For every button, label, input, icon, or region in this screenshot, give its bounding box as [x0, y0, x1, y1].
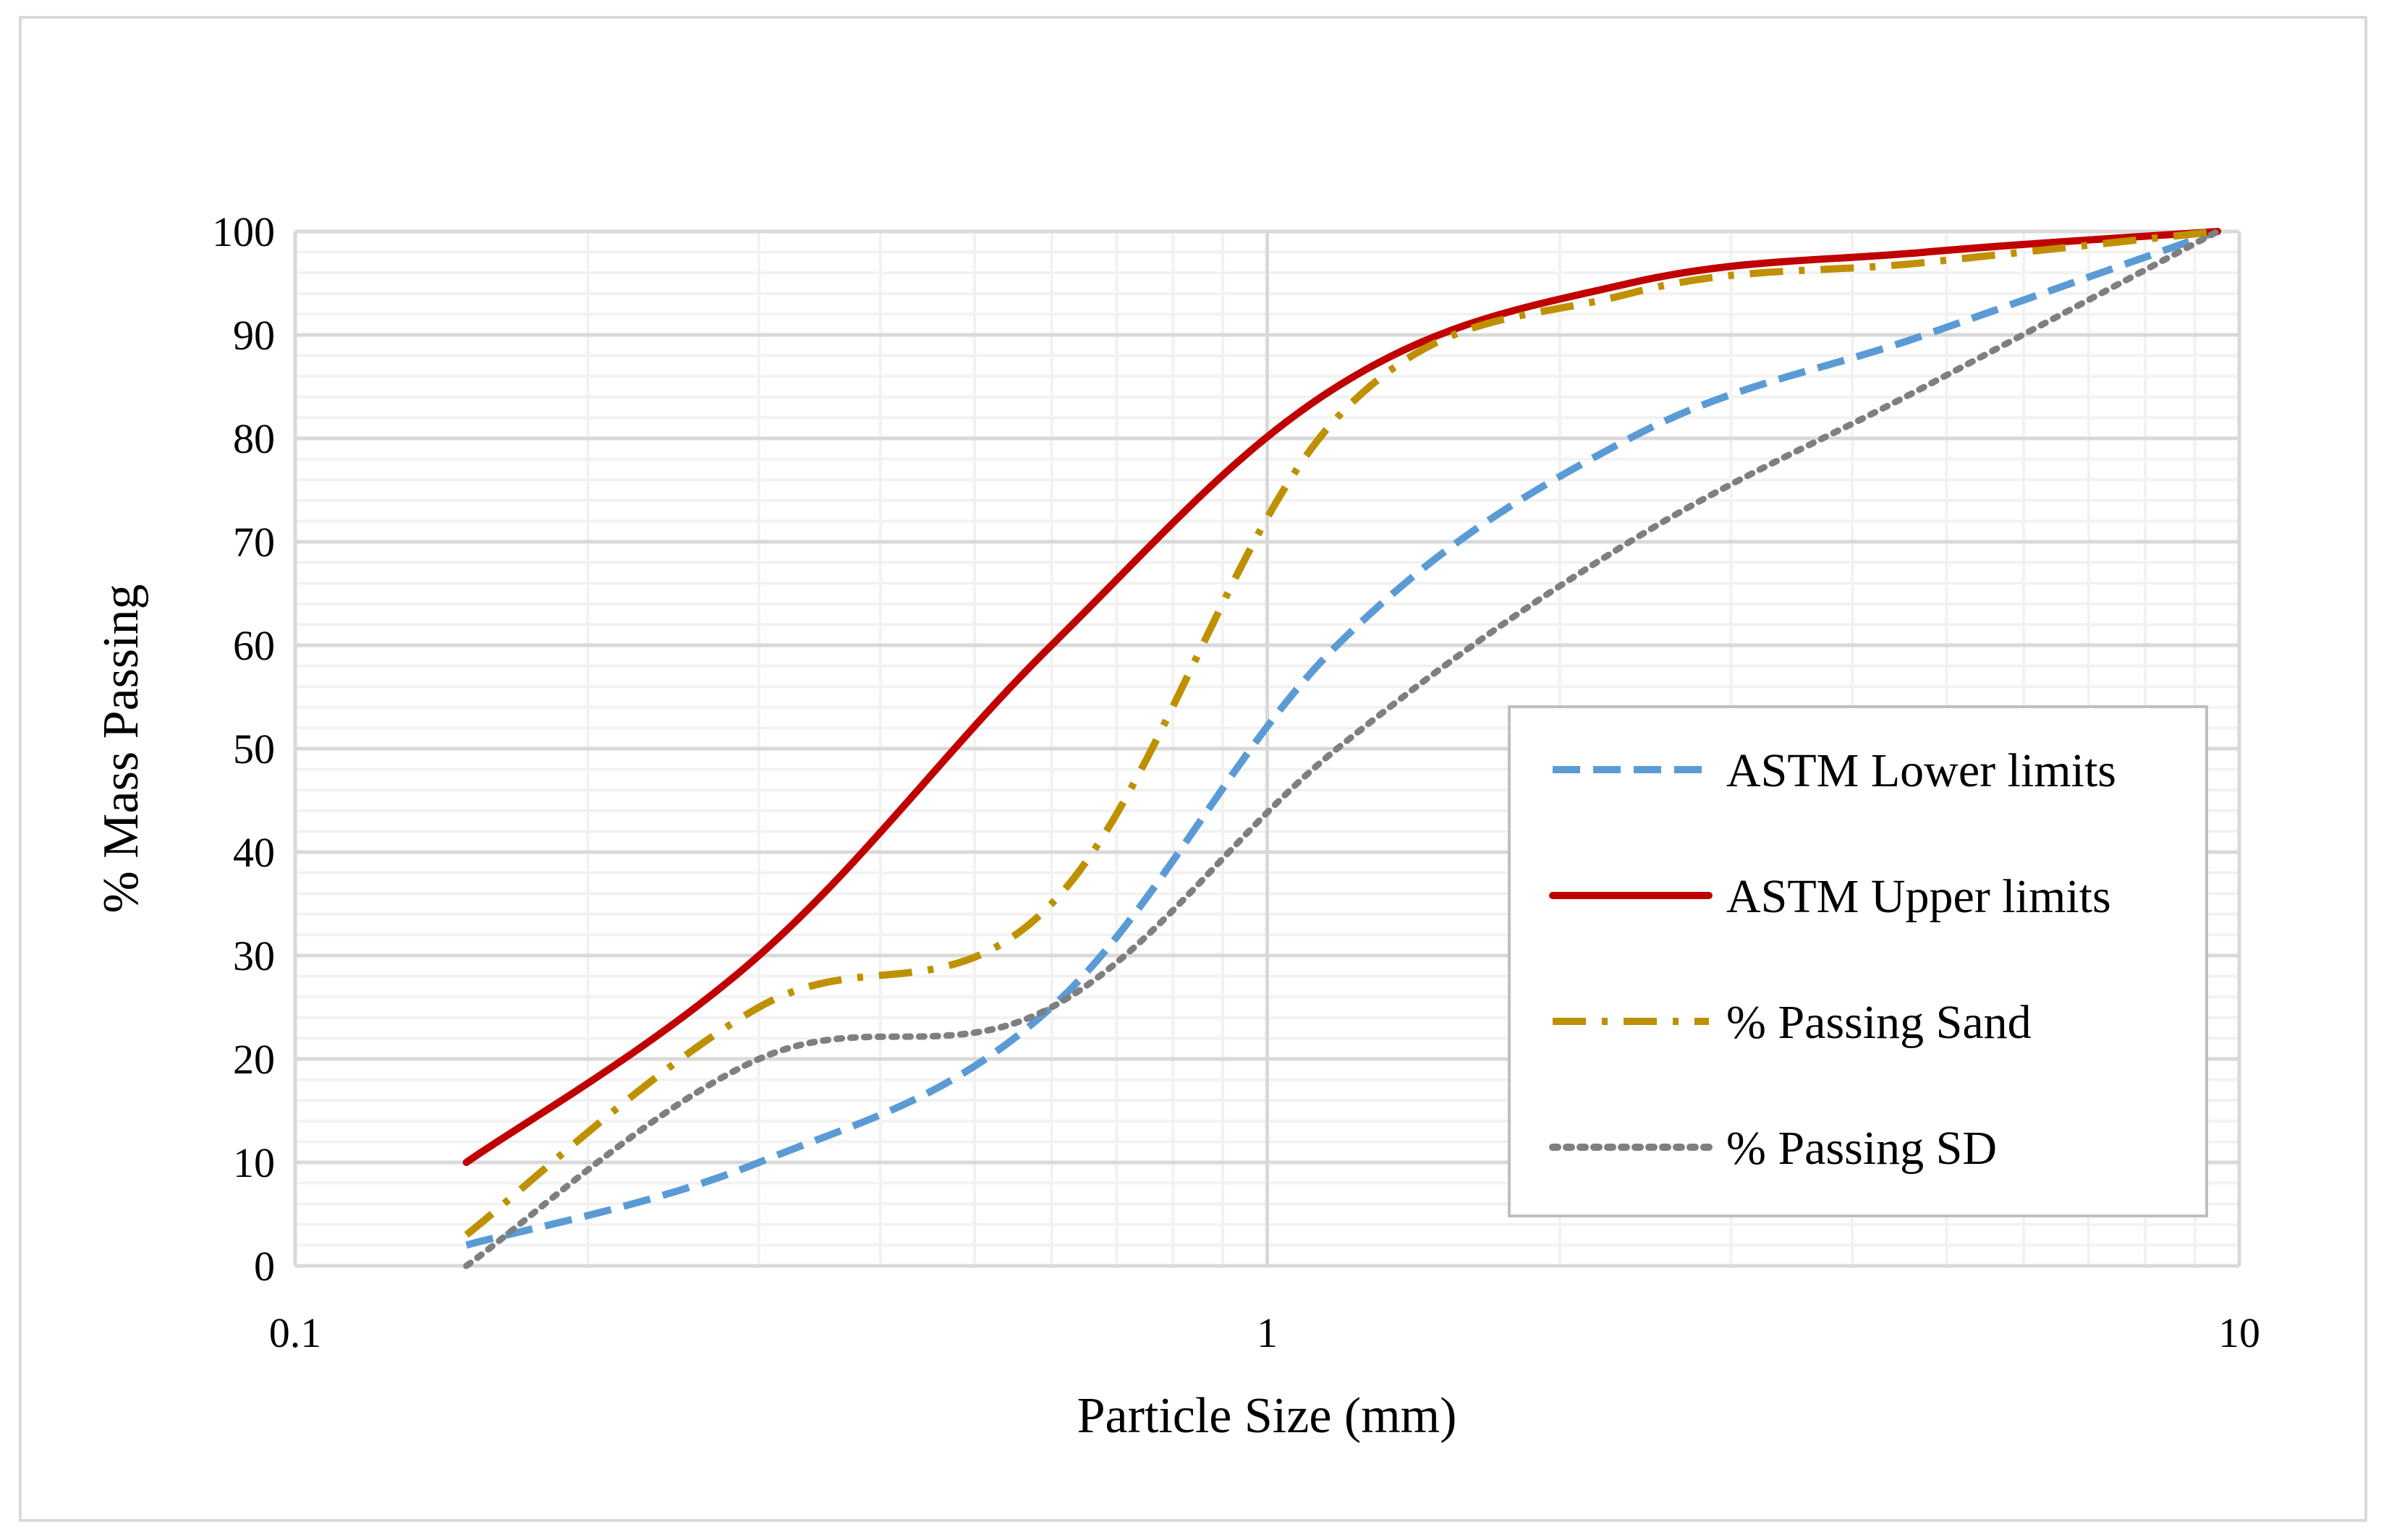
legend-label: % Passing SD	[1726, 1122, 1997, 1175]
series-line-passing-sand	[464, 228, 2218, 1238]
y-axis-title: % Mass Passing	[93, 584, 149, 913]
x-axis-title: Particle Size (mm)	[1077, 1388, 1457, 1444]
y-tick-label: 30	[233, 932, 275, 979]
tick-labels: 0 10 20 30 40 50 60 70 80 90 100 0.1 1 10	[212, 208, 2260, 1356]
x-tick-label: 0.1	[269, 1309, 322, 1356]
y-tick-label: 40	[233, 829, 275, 876]
y-tick-label: 60	[233, 622, 275, 669]
series-line-astm-upper-limits	[462, 228, 2222, 1166]
legend-label: % Passing Sand	[1726, 996, 2032, 1049]
y-tick-label: 20	[233, 1036, 275, 1083]
y-tick-label: 100	[212, 208, 275, 255]
axes	[293, 231, 2239, 1268]
series-line-astm-lower-limits	[465, 228, 2219, 1249]
series-line-passing-sd	[463, 228, 2221, 1269]
legend-items: ASTM Lower limits ASTM Upper limits % Pass…	[1549, 744, 2116, 1175]
legend-label: ASTM Upper limits	[1726, 870, 2111, 923]
x-tick-label: 10	[2218, 1309, 2260, 1356]
y-tick-label: 0	[254, 1243, 275, 1290]
legend-label: ASTM Lower limits	[1726, 744, 2116, 797]
y-tick-label: 50	[233, 726, 275, 773]
y-tick-label: 80	[233, 415, 275, 462]
y-tick-label: 70	[233, 519, 275, 566]
legend: ASTM Lower limits ASTM Upper limits % Pass…	[1508, 705, 2208, 1217]
series-layer	[462, 228, 2222, 1269]
y-tick-label: 10	[233, 1139, 275, 1186]
y-tick-label: 90	[233, 312, 275, 359]
legend-box	[1508, 705, 2208, 1217]
x-tick-label: 1	[1257, 1309, 1278, 1356]
